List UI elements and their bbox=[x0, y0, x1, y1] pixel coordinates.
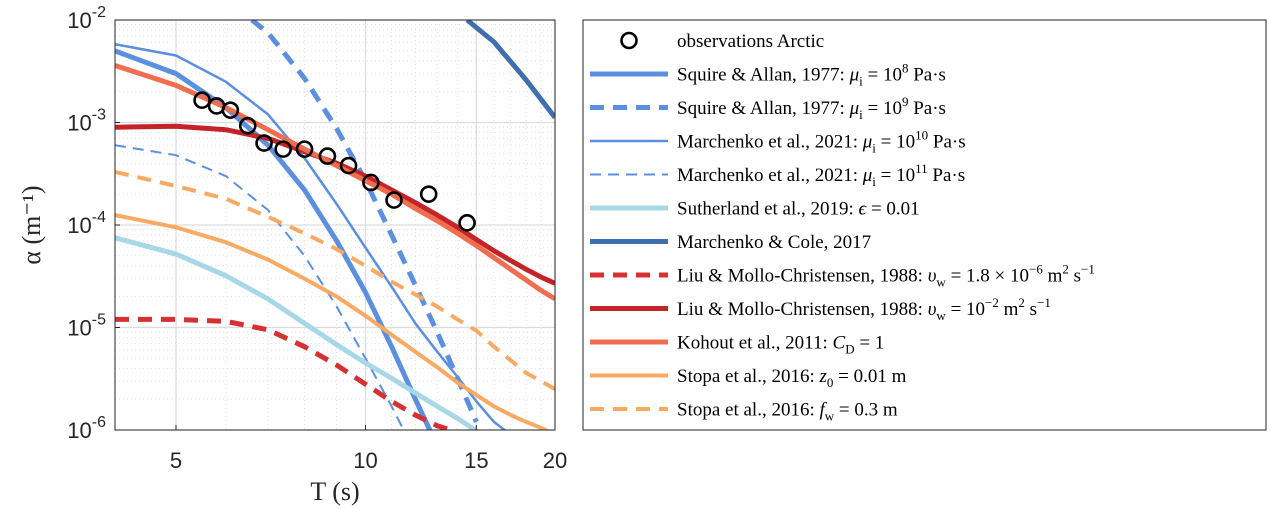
y-tick-label: 10-6 bbox=[67, 414, 106, 443]
legend-label: Liu & Mollo-Christensen, 1988: υw = 10−2… bbox=[677, 295, 1051, 323]
series-line-2 bbox=[250, 20, 479, 423]
series-line-6 bbox=[465, 20, 555, 120]
legend-item: observations Arctic bbox=[620, 31, 824, 52]
x-tick-label: 10 bbox=[353, 448, 377, 473]
legend-item: Marchenko et al., 2021: μi = 1010 Pa·s bbox=[590, 128, 966, 156]
legend-item: Kohout et al., 2011: CD = 1 bbox=[590, 333, 884, 357]
observation-point bbox=[255, 134, 273, 152]
legend: observations Arctic Squire & Allan, 1977:… bbox=[582, 19, 1267, 431]
observation-markers bbox=[193, 91, 476, 232]
legend-item: Stopa et al., 2016: fw = 0.3 m bbox=[590, 400, 898, 424]
y-axis-ticks: 10-6 10-5 10-4 10-3 10-2 bbox=[67, 4, 120, 443]
legend-label: Marchenko & Cole, 2017 bbox=[677, 232, 871, 253]
legend-label: Squire & Allan, 1977: μi = 109 Pa·s bbox=[677, 94, 946, 122]
observation-point bbox=[295, 140, 314, 158]
x-axis-ticks: 5 10 15 20 bbox=[170, 425, 567, 473]
legend-label: Liu & Mollo-Christensen, 1988: υw = 1.8 … bbox=[677, 262, 1095, 290]
legend-label: Kohout et al., 2011: CD = 1 bbox=[677, 333, 884, 357]
observation-point bbox=[458, 214, 476, 232]
series-line-7 bbox=[115, 316, 459, 430]
legend-item: Marchenko et al., 2021: μi = 1011 Pa·s bbox=[590, 161, 965, 189]
legend-label: Sutherland et al., 2019: ϵ = 0.01 bbox=[677, 199, 920, 220]
observation-point bbox=[318, 147, 337, 165]
legend-label: Stopa et al., 2016: fw = 0.3 m bbox=[677, 400, 898, 424]
observation-point bbox=[385, 191, 403, 209]
x-axis-title: T (s) bbox=[310, 477, 359, 506]
legend-item: Liu & Mollo-Christensen, 1988: υw = 10−2… bbox=[590, 295, 1051, 323]
legend-item: Liu & Mollo-Christensen, 1988: υw = 1.8 … bbox=[590, 262, 1095, 290]
legend-label: Marchenko et al., 2021: μi = 1010 Pa·s bbox=[677, 128, 966, 156]
legend-box bbox=[582, 19, 1267, 431]
series-line-11 bbox=[115, 169, 555, 391]
observation-point bbox=[362, 173, 380, 192]
x-tick-label: 5 bbox=[170, 448, 182, 473]
series-layer bbox=[115, 20, 555, 430]
legend-item: Squire & Allan, 1977: μi = 109 Pa·s bbox=[590, 94, 946, 122]
y-tick-label: 10-3 bbox=[67, 107, 106, 136]
legend-item: Squire & Allan, 1977: μi = 108 Pa·s bbox=[590, 61, 946, 89]
legend-marker-symbol bbox=[620, 31, 638, 50]
legend-label: Stopa et al., 2016: z0 = 0.01 m bbox=[677, 366, 907, 390]
legend-item: Marchenko & Cole, 2017 bbox=[590, 232, 871, 253]
legend-item: Stopa et al., 2016: z0 = 0.01 m bbox=[590, 366, 907, 390]
observation-point bbox=[274, 140, 292, 158]
series-line-5 bbox=[115, 235, 478, 430]
observation-point bbox=[238, 116, 257, 135]
y-axis-title: α (m⁻¹) bbox=[17, 185, 46, 264]
observation-point bbox=[221, 101, 240, 119]
series-line-8 bbox=[115, 123, 555, 286]
y-tick-label: 10-2 bbox=[67, 4, 106, 33]
observation-point bbox=[193, 91, 211, 110]
legend-label: Squire & Allan, 1977: μi = 108 Pa·s bbox=[677, 61, 946, 89]
legend-label: Marchenko et al., 2021: μi = 1011 Pa·s bbox=[677, 161, 965, 189]
x-tick-label: 20 bbox=[543, 448, 567, 473]
observation-point bbox=[339, 156, 358, 175]
observation-point bbox=[419, 185, 438, 203]
y-tick-label: 10-4 bbox=[67, 209, 106, 238]
y-tick-label: 10-5 bbox=[67, 312, 106, 341]
legend-item: Sutherland et al., 2019: ϵ = 0.01 bbox=[590, 199, 920, 220]
series-line-10 bbox=[115, 213, 550, 430]
legend-label: observations Arctic bbox=[677, 31, 824, 52]
x-tick-label: 15 bbox=[464, 448, 488, 473]
series-line-3 bbox=[115, 42, 507, 430]
series-line-4 bbox=[115, 144, 405, 430]
